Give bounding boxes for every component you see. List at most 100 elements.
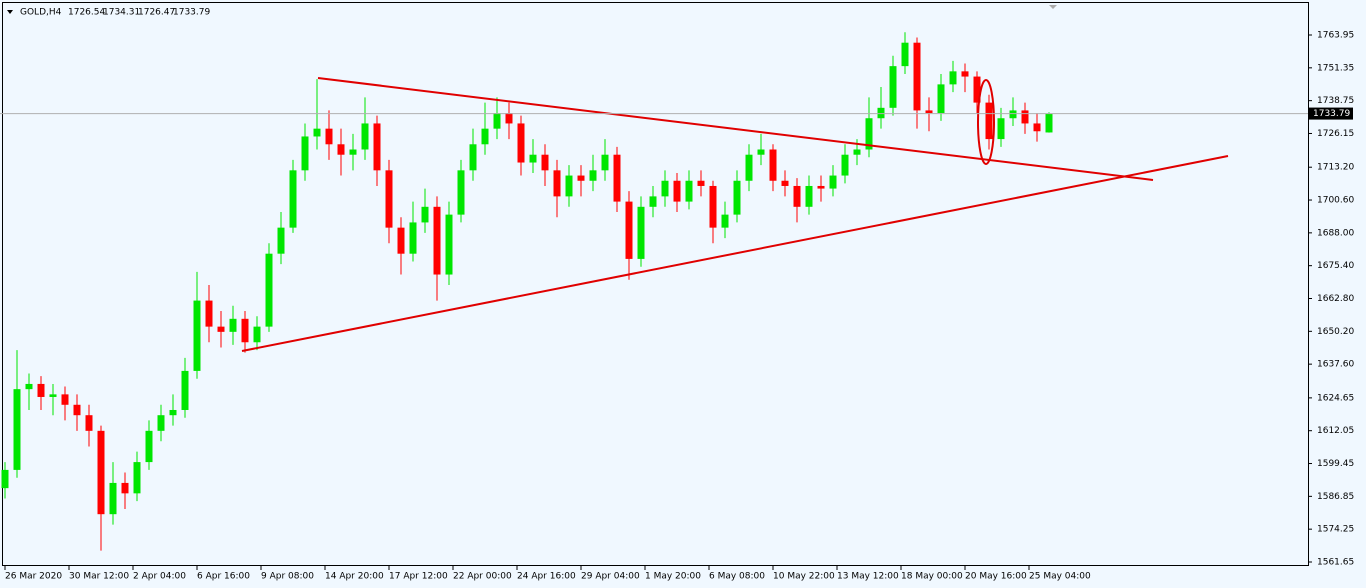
candle-body [397,227,405,254]
x-tick-label: 6 May 08:00 [709,572,765,582]
candle-body [97,430,105,515]
candle-body [793,185,801,207]
price-label-box [1309,107,1353,120]
candle-body [841,154,849,176]
candle-body [229,318,237,332]
candle-body [745,154,753,181]
candle-body [673,180,681,202]
candle-body [373,123,381,171]
y-tick-label: 1574.25 [1317,525,1354,535]
y-tick-label: 1700.60 [1317,196,1354,206]
candle-body [757,149,765,155]
candle-body [121,482,129,494]
highlight-ellipse [977,79,995,165]
candle-body [553,170,561,197]
candle-body [937,84,945,114]
candle-body [997,118,1005,140]
y-tick-label: 1688.00 [1317,228,1354,238]
candle-body [1033,123,1041,132]
candle-body [865,118,873,150]
candle-body [589,170,597,181]
candle-body [649,196,657,207]
candle-body [301,136,309,171]
candle-body [241,318,249,343]
candles [1,32,1053,551]
candle-body [481,128,489,145]
candle-body [1045,113,1053,133]
y-tick-label: 1612.05 [1317,426,1354,436]
x-tick-label: 9 Apr 08:00 [261,572,314,582]
candle-body [829,175,837,189]
x-tick-label: 14 Apr 20:00 [325,572,384,582]
y-tick-label: 1586.85 [1317,492,1354,502]
candle-body [73,404,81,416]
candle-body [493,113,501,129]
candle-body [661,180,669,197]
candle-body [85,415,93,431]
y-tick-label: 1726.15 [1317,129,1354,139]
x-tick-label: 18 May 00:00 [901,572,963,582]
x-tick-label: 17 Apr 12:00 [389,572,448,582]
candle-body [781,180,789,186]
candle-body [769,149,777,181]
y-tick-label: 1763.95 [1317,31,1354,41]
candle-body [217,326,225,332]
close-value: 1733.79 [173,8,210,18]
candle-body [385,170,393,228]
y-tick-label: 1599.45 [1317,459,1354,469]
candle-body [817,185,825,189]
candle-body [889,66,897,108]
x-tick-label: 22 Apr 00:00 [453,572,512,582]
x-tick-label: 13 May 12:00 [837,572,899,582]
candle-body [853,149,861,155]
candle-body [445,214,453,275]
y-tick-label: 1637.60 [1317,360,1354,370]
candle-body [49,394,57,397]
candle-body [721,214,729,228]
x-tick-label: 20 May 16:00 [965,572,1027,582]
price-label: 1733.79 [1313,109,1350,119]
candle-body [421,206,429,223]
drawings [241,77,1229,352]
symbol: GOLD,H4 [20,8,62,18]
candle-body [361,123,369,150]
x-tick-label: 1 May 20:00 [645,572,701,582]
x-tick-label: 2 Apr 04:00 [133,572,186,582]
candle-body [913,42,921,111]
candle-body [517,123,525,163]
candle-body [253,326,261,343]
trendline-lower [241,155,1229,352]
candle-body [109,482,117,515]
candle-body [529,154,537,163]
y-tick-label: 1561.65 [1317,557,1354,567]
candle-body [949,71,957,85]
candle-body [349,149,357,155]
candle-body [613,154,621,202]
y-tick-label: 1650.20 [1317,327,1354,337]
candle-body [565,175,573,197]
candle-body [541,154,549,171]
candle-body [601,154,609,171]
candle-body [685,180,693,202]
trendline-upper [317,77,1154,181]
x-tick-label: 30 Mar 12:00 [69,572,129,582]
x-tick-label: 10 May 22:00 [773,572,835,582]
candle-body [973,76,981,103]
candle-body [313,128,321,137]
candle-body [145,430,153,463]
y-tick-label: 1662.80 [1317,294,1354,304]
y-tick-label: 1713.20 [1317,163,1354,173]
candle-body [277,227,285,254]
candle-body [169,409,177,416]
candle-body [505,113,513,124]
open-value: 1726.54 [68,8,105,18]
menu-arrow [7,10,13,14]
candle-body [877,107,885,119]
candle-body [13,389,21,470]
plot-frame [2,2,1309,566]
x-tick-label: 6 Apr 16:00 [197,572,250,582]
candle-body [901,42,909,67]
candle-body [325,128,333,145]
candle-body [625,201,633,259]
